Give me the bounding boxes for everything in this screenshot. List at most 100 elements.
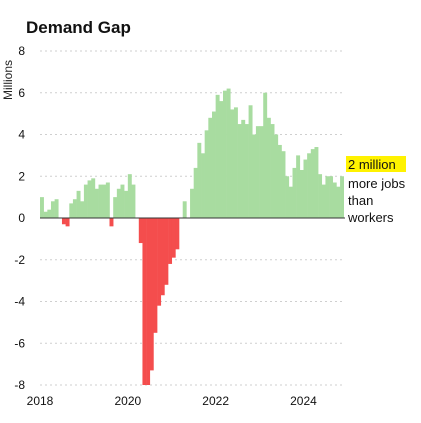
bar [120,184,125,218]
bar [65,218,70,227]
bar [329,176,334,218]
bar [255,126,260,218]
y-tick-label: 6 [18,86,25,100]
annotation-highlight-background [346,156,406,172]
bar [244,124,249,218]
bar [138,218,143,244]
bar [190,188,194,218]
grid-lines [40,50,345,386]
bar [91,178,96,218]
bar [160,218,165,296]
bar [109,218,114,227]
bar [146,218,151,385]
bar [310,149,315,218]
annotation-highlight-text: 2 million [348,157,396,172]
bar [157,218,162,306]
y-tick-label: -6 [14,336,25,350]
bar [318,174,323,218]
x-tick-label: 2022 [202,394,229,408]
bar [98,184,103,218]
bar [102,184,107,218]
bar [219,101,224,218]
bar [222,90,227,218]
bar [266,117,271,218]
bar [61,218,66,225]
y-tick-label: 4 [18,128,25,142]
y-tick-label: -2 [14,253,25,267]
bar [340,176,344,218]
y-tick-label: 2 [18,169,25,183]
bar [226,88,231,218]
bar [208,117,213,218]
bar [285,176,290,218]
bar [193,167,198,218]
bar [113,197,118,219]
bar [131,184,136,218]
bar [153,218,158,333]
y-tick-label: -8 [14,378,25,392]
bar [314,147,319,218]
bar [182,201,187,218]
x-tick-label: 2018 [27,394,54,408]
annotation-line-1: more jobs [348,176,406,191]
bar [47,209,52,218]
bar [164,218,169,285]
annotation-line-2: than [348,193,373,208]
bar [281,151,286,218]
bar [241,119,246,218]
bars [40,88,344,385]
bar [212,111,216,218]
bar [274,134,279,218]
y-tick-label: -4 [14,295,25,309]
bar [292,167,297,218]
annotation: 2 million more jobs than workers [346,156,406,225]
bar [237,124,242,218]
bar [94,188,99,218]
y-axis-label: Millions [1,60,15,100]
bar [175,218,180,250]
bar [171,218,176,258]
bar [270,124,275,218]
bar [40,197,44,219]
chart-title: Demand Gap [26,18,131,37]
bar [296,155,301,219]
y-tick-label: 0 [18,211,25,225]
bar [69,203,74,218]
bar [87,180,92,218]
bar [259,126,264,218]
annotation-line-3: workers [347,210,394,225]
bar [321,184,326,218]
bar [76,190,81,218]
bar [299,169,304,218]
bar [72,199,77,218]
bar [80,201,85,218]
bar [288,186,293,218]
bar [307,153,312,218]
bar [204,130,209,218]
bar [248,105,253,218]
bar [83,184,88,218]
y-tick-labels: 8 6 4 2 0 -2 -4 -6 -8 [14,44,25,392]
bar [252,134,257,218]
bar [54,199,59,218]
bar [215,94,220,218]
bar [263,92,268,218]
bar [230,109,235,218]
bar [127,174,132,218]
bar [332,182,337,218]
bar [105,182,110,218]
bar [325,176,330,218]
bar [303,159,308,218]
bar [201,153,205,218]
bar [233,107,238,218]
bar [43,211,48,218]
bar [336,186,341,218]
bar [50,201,55,218]
x-tick-label: 2024 [290,394,317,408]
x-tick-label: 2020 [114,394,141,408]
y-tick-label: 8 [18,44,25,58]
x-tick-labels: 2018 2020 2022 2024 [27,394,317,408]
bar [149,218,154,371]
bar [168,218,173,264]
